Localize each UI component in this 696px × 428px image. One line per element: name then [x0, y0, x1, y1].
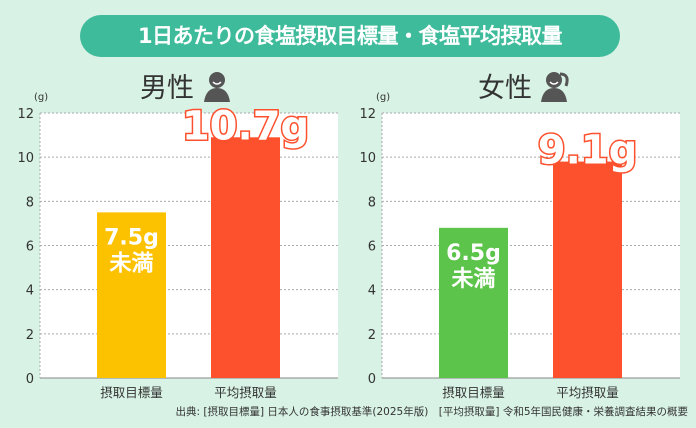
female-person-icon [541, 71, 569, 102]
x-tick-label: 摂取目標量 [442, 385, 505, 400]
y-tick-label: 0 [368, 372, 376, 387]
female-title-text: 女性 [478, 73, 532, 104]
bar-平均摂取量 [211, 137, 280, 378]
data-label: 未満 [451, 266, 495, 292]
y-tick-label: 6 [26, 240, 34, 255]
y-tick-label: 8 [368, 195, 376, 210]
bar-摂取目標量 [97, 212, 166, 378]
y-tick-label: 4 [26, 284, 34, 299]
x-tick-label: 摂取目標量 [100, 385, 163, 400]
y-unit-label: (g) [376, 92, 391, 103]
data-label: 10.7g [182, 103, 309, 149]
y-tick-label: 10 [359, 151, 376, 166]
male-person-icon [204, 71, 230, 102]
y-tick-label: 2 [26, 328, 34, 343]
x-tick-label: 平均摂取量 [214, 385, 277, 400]
bar-摂取目標量 [439, 227, 508, 378]
y-tick-label: 8 [26, 195, 34, 210]
x-tick-label: 平均摂取量 [556, 385, 619, 400]
y-tick-label: 12 [17, 107, 34, 122]
male-title-text: 男性 [140, 73, 194, 104]
y-tick-label: 4 [368, 284, 376, 299]
data-label: 9.1g [538, 128, 638, 174]
male-chart-title: 男性 [140, 66, 232, 105]
y-tick-label: 12 [359, 107, 376, 122]
source-note: 出典: [摂取目標量] 日本人の食事摂取基準(2025年版) [平均摂取量] 令… [175, 406, 688, 418]
y-tick-label: 10 [17, 151, 34, 166]
bar-平均摂取量 [553, 161, 622, 378]
y-tick-label: 6 [368, 240, 376, 255]
data-label: 7.5g [104, 225, 159, 250]
data-label: 未満 [109, 250, 153, 276]
y-tick-label: 2 [368, 328, 376, 343]
data-label: 6.5g [446, 241, 501, 266]
female-chart-title: 女性 [478, 66, 570, 105]
page-title: 1日あたりの食塩摂取目標量・食塩平均摂取量 [80, 15, 620, 57]
y-tick-label: 0 [26, 372, 34, 387]
y-unit-label: (g) [34, 92, 49, 103]
